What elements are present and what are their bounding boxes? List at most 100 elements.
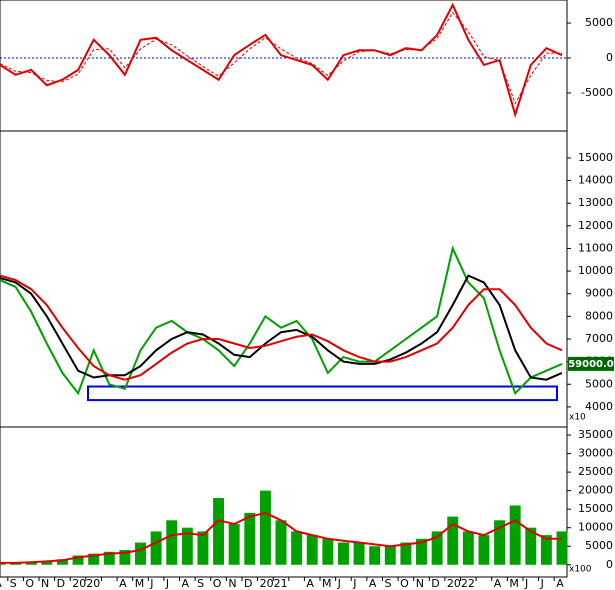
volume-bar	[275, 520, 287, 565]
volume-bar	[556, 531, 568, 565]
last-price-box	[568, 356, 614, 371]
x-tick-label: J	[149, 577, 153, 590]
volume-bar	[447, 516, 459, 565]
series-line	[0, 2, 563, 119]
volume-bar	[369, 546, 381, 565]
y-tick-label: 5000	[585, 377, 613, 390]
scale-note: x100	[569, 565, 592, 575]
volume-bar	[88, 553, 100, 565]
y-tick-label: 13000	[578, 196, 613, 209]
volume-bar	[478, 535, 490, 565]
volume-bar	[337, 542, 349, 565]
volume-bar	[41, 561, 53, 565]
y-tick-label: 7000	[585, 332, 613, 345]
y-tick-label: 12000	[578, 219, 613, 232]
x-tick-label: A	[119, 577, 127, 590]
series-line	[0, 274, 563, 381]
x-tick-label: S	[10, 577, 17, 590]
x-tick-label: N	[228, 577, 236, 590]
volume-bar	[259, 490, 271, 565]
volume-bar	[306, 535, 318, 565]
x-tick-label: 2020	[72, 577, 100, 590]
volume-bar	[166, 520, 178, 565]
y-tick-label: 4000	[585, 400, 613, 413]
volume-bar	[540, 535, 552, 565]
volume-bar	[25, 561, 37, 565]
volume-bar	[150, 531, 162, 565]
x-tick-label: S	[384, 577, 391, 590]
x-tick-label: D	[244, 577, 252, 590]
scale-note: x10	[569, 413, 586, 423]
series-line	[0, 245, 563, 396]
volume-bar	[400, 542, 412, 565]
volume-bar	[56, 559, 68, 565]
y-tick-label: 10000	[578, 264, 613, 277]
volume-bar	[322, 538, 334, 565]
x-tick-label: S	[197, 577, 204, 590]
volume-bar	[197, 531, 209, 565]
x-tick-label: J	[524, 577, 528, 590]
volume-bar	[509, 505, 521, 565]
frame	[0, 0, 568, 578]
x-tick-label: O	[400, 577, 409, 590]
y-tick-label: 25000	[578, 465, 613, 478]
volume-bar	[135, 542, 146, 565]
y-tick-label: 9000	[585, 287, 613, 300]
x-tick-label: M	[509, 577, 518, 590]
y-tick-label: 15000	[578, 151, 613, 164]
y-tick-label: 11000	[578, 241, 613, 254]
x-tick-label: 2021	[260, 577, 288, 590]
x-tick-label: J	[337, 577, 341, 590]
x-tick-label: 2022	[447, 577, 475, 590]
y-tick-label: -5000	[581, 86, 613, 99]
volume-bar	[181, 527, 193, 565]
series-line	[0, 11, 562, 105]
y-tick-label: 14000	[578, 174, 613, 187]
volume-bar	[244, 512, 256, 565]
y-tick-label: 0	[606, 51, 613, 64]
volume-bar	[494, 520, 506, 565]
x-tick-label: N	[41, 577, 49, 590]
y-tick-label: 5000	[585, 539, 613, 552]
y-tick-label: 0	[606, 558, 613, 571]
x-tick-label: A	[182, 577, 190, 590]
y-tick-label: 5000	[585, 16, 613, 29]
x-tick-label: A	[306, 577, 314, 590]
support-zone	[87, 385, 558, 402]
volume-bar	[291, 531, 303, 565]
volume-bar	[431, 531, 443, 565]
volume-bar	[213, 498, 225, 565]
x-tick-label: A	[369, 577, 377, 590]
x-tick-label: J	[165, 577, 169, 590]
y-tick-label: 20000	[578, 484, 613, 497]
x-tick-label: D	[431, 577, 439, 590]
x-tick-label: M	[135, 577, 145, 590]
volume-bar	[103, 551, 115, 565]
x-tick-label: A	[494, 577, 502, 590]
y-tick-label: 10000	[578, 521, 613, 534]
x-tick-label: A	[556, 577, 564, 590]
series-line	[0, 274, 563, 381]
y-tick-label: 15000	[578, 502, 613, 515]
y-tick-label: 8000	[585, 309, 613, 322]
x-tick-label: N	[416, 577, 424, 590]
x-tick-label: O	[213, 577, 222, 590]
volume-bar	[384, 546, 396, 565]
series-line	[0, 511, 562, 564]
x-tick-label: M	[322, 577, 332, 590]
x-tick-label: J	[540, 577, 544, 590]
volume-bar	[353, 542, 365, 565]
volume-bar	[119, 549, 131, 565]
volume-bar	[462, 531, 474, 565]
volume-bar	[525, 527, 537, 565]
y-tick-label: 35000	[578, 428, 613, 441]
volume-bar	[416, 538, 427, 565]
x-tick-label: D	[57, 577, 65, 590]
x-tick-label: O	[25, 577, 34, 590]
volume-bar	[228, 523, 240, 565]
last-price-label: 59000.0	[568, 359, 614, 370]
y-tick-label: 30000	[578, 447, 613, 460]
volume-bar	[72, 555, 84, 565]
x-tick-label: A	[0, 577, 2, 590]
